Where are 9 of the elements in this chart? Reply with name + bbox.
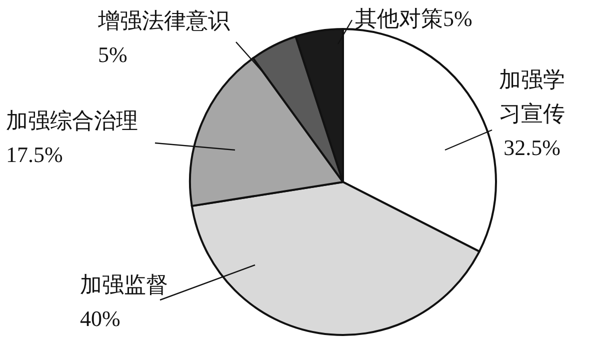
slice-label: 增强法律意识 [97,8,230,33]
slice-label: 加强监督 [80,272,168,297]
data-label: 40% [80,306,120,331]
data-label: 32.5% [504,135,560,160]
data-label: 5% [98,42,128,67]
slice-label: 其他对策5% [355,6,472,31]
slice-label: 加强学习宣传 [499,67,565,126]
data-label: 17.5% [6,142,63,167]
slice-label: 加强综合治理 [6,108,138,133]
